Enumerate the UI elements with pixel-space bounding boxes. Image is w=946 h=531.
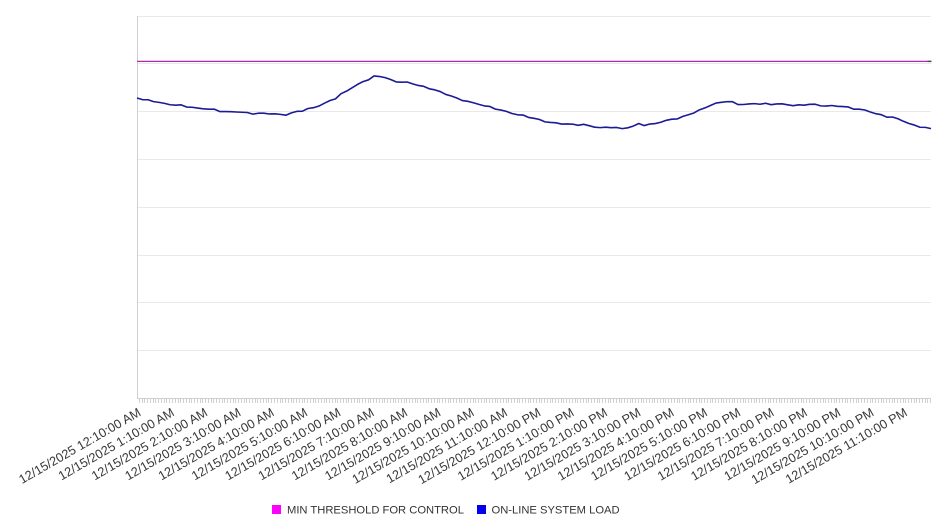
svg-text:MIN THRESHOLD FOR CONTROL: MIN THRESHOLD FOR CONTROL	[287, 505, 464, 517]
svg-text:ON-LINE SYSTEM LOAD: ON-LINE SYSTEM LOAD	[492, 505, 620, 517]
